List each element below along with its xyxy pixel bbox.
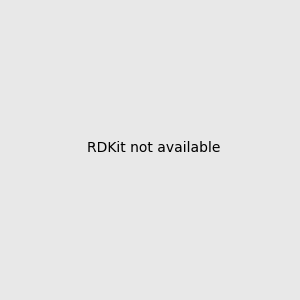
Text: RDKit not available: RDKit not available (87, 140, 220, 154)
